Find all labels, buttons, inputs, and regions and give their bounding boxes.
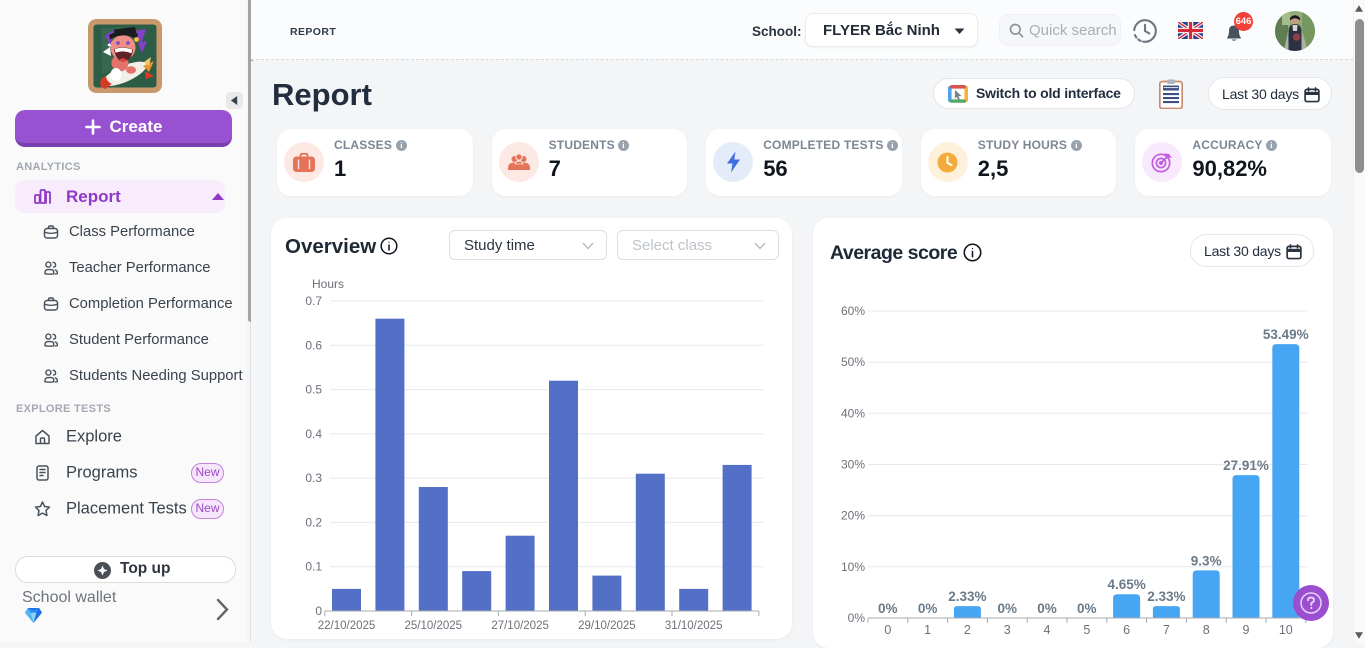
svg-text:0.1: 0.1 (305, 560, 322, 574)
svg-text:22/10/2025: 22/10/2025 (318, 620, 376, 632)
svg-text:0%: 0% (1077, 601, 1097, 616)
svg-text:40%: 40% (841, 406, 865, 420)
svg-text:9: 9 (1243, 623, 1250, 637)
svg-text:29/10/2025: 29/10/2025 (578, 620, 636, 632)
svg-text:0.2: 0.2 (305, 515, 322, 529)
svg-text:0.3: 0.3 (305, 471, 322, 485)
svg-text:0%: 0% (918, 601, 938, 616)
svg-text:10: 10 (1279, 623, 1293, 637)
svg-text:0.6: 0.6 (305, 338, 322, 352)
svg-text:1: 1 (924, 623, 931, 637)
svg-text:i: i (891, 141, 894, 150)
svg-text:2.33%: 2.33% (948, 589, 986, 604)
svg-text:i: i (623, 141, 626, 150)
svg-text:i: i (1270, 141, 1273, 150)
svg-text:0: 0 (884, 623, 891, 637)
svg-text:2.33%: 2.33% (1147, 589, 1185, 604)
svg-text:53.49%: 53.49% (1263, 327, 1309, 342)
svg-text:i: i (1075, 141, 1078, 150)
svg-text:0%: 0% (1037, 601, 1057, 616)
svg-text:3: 3 (1004, 623, 1011, 637)
svg-text:27/10/2025: 27/10/2025 (491, 620, 549, 632)
svg-text:0.7: 0.7 (305, 294, 322, 308)
svg-text:50%: 50% (841, 355, 865, 369)
svg-text:0%: 0% (997, 601, 1017, 616)
svg-text:27.91%: 27.91% (1223, 458, 1269, 473)
svg-text:7: 7 (1163, 623, 1170, 637)
svg-text:25/10/2025: 25/10/2025 (405, 620, 463, 632)
svg-text:2: 2 (964, 623, 971, 637)
svg-text:4.65%: 4.65% (1107, 577, 1145, 592)
svg-text:60%: 60% (841, 304, 865, 318)
svg-text:5: 5 (1083, 623, 1090, 637)
svg-text:10%: 10% (841, 560, 865, 574)
svg-text:i: i (400, 141, 403, 150)
svg-text:0.4: 0.4 (305, 427, 322, 441)
svg-text:9.3%: 9.3% (1191, 553, 1222, 568)
svg-text:30%: 30% (841, 458, 865, 472)
svg-text:31/10/2025: 31/10/2025 (665, 620, 723, 632)
svg-text:0: 0 (315, 604, 322, 618)
svg-text:20%: 20% (841, 509, 865, 523)
svg-text:0%: 0% (848, 611, 866, 625)
svg-text:4: 4 (1044, 623, 1051, 637)
svg-text:8: 8 (1203, 623, 1210, 637)
svg-text:0.5: 0.5 (305, 383, 322, 397)
svg-text:6: 6 (1123, 623, 1130, 637)
svg-text:Hours: Hours (312, 277, 344, 291)
svg-text:0%: 0% (878, 601, 898, 616)
